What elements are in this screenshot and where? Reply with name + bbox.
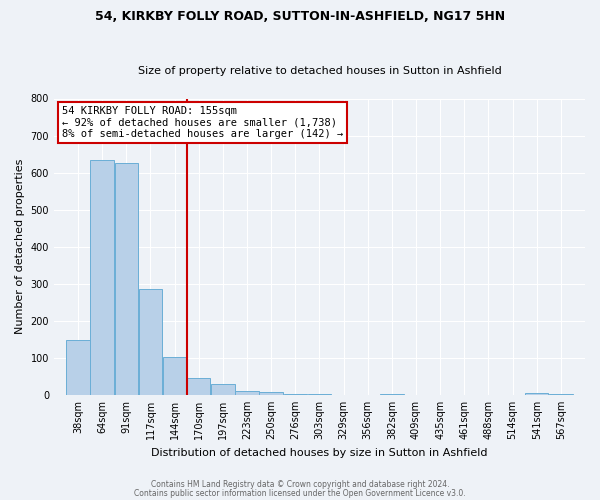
Bar (211, 384, 235, 395)
Bar (308, 394, 331, 395)
Bar (380, 394, 404, 395)
Bar (115, 162, 138, 395)
Bar (549, 394, 572, 395)
Bar (284, 394, 307, 395)
Bar (67, 340, 90, 395)
Text: Contains HM Land Registry data © Crown copyright and database right 2024.: Contains HM Land Registry data © Crown c… (151, 480, 449, 489)
Y-axis label: Number of detached properties: Number of detached properties (15, 159, 25, 334)
Text: 54, KIRKBY FOLLY ROAD, SUTTON-IN-ASHFIELD, NG17 5HN: 54, KIRKBY FOLLY ROAD, SUTTON-IN-ASHFIEL… (95, 10, 505, 23)
X-axis label: Distribution of detached houses by size in Sutton in Ashfield: Distribution of detached houses by size … (151, 448, 488, 458)
Bar (187, 378, 211, 395)
Bar (163, 357, 187, 395)
Text: 54 KIRKBY FOLLY ROAD: 155sqm
← 92% of detached houses are smaller (1,738)
8% of : 54 KIRKBY FOLLY ROAD: 155sqm ← 92% of de… (62, 106, 343, 139)
Bar (91, 160, 114, 395)
Bar (525, 393, 548, 395)
Bar (259, 392, 283, 395)
Title: Size of property relative to detached houses in Sutton in Ashfield: Size of property relative to detached ho… (137, 66, 502, 76)
Bar (139, 288, 162, 395)
Text: Contains public sector information licensed under the Open Government Licence v3: Contains public sector information licen… (134, 488, 466, 498)
Bar (235, 391, 259, 395)
